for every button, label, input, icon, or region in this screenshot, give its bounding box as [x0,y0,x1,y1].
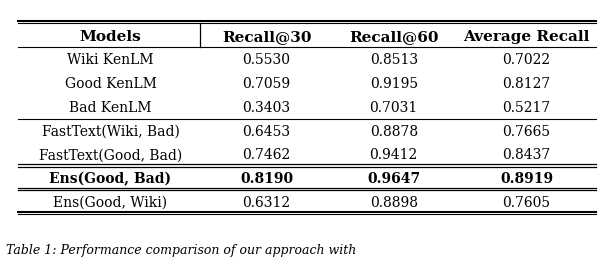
Text: 0.9195: 0.9195 [370,77,418,91]
Text: 0.8919: 0.8919 [500,172,553,186]
Text: 0.7462: 0.7462 [243,148,291,162]
Text: 0.9647: 0.9647 [367,172,420,186]
Text: 0.7605: 0.7605 [503,196,551,210]
Text: 0.7031: 0.7031 [370,101,418,115]
Text: 0.8898: 0.8898 [370,196,418,210]
Text: Ens(Good, Bad): Ens(Good, Bad) [49,172,172,186]
Text: Good KenLM: Good KenLM [64,77,157,91]
Text: 0.8513: 0.8513 [370,53,418,67]
Text: Table 1: Performance comparison of our approach with: Table 1: Performance comparison of our a… [6,244,356,257]
Text: Wiki KenLM: Wiki KenLM [67,53,154,67]
Text: 0.8878: 0.8878 [370,124,418,139]
Text: 0.7059: 0.7059 [243,77,291,91]
Text: 0.5530: 0.5530 [243,53,291,67]
Text: Recall@30: Recall@30 [222,30,311,44]
Text: 0.8437: 0.8437 [503,148,551,162]
Text: 0.8127: 0.8127 [503,77,551,91]
Text: Average Recall: Average Recall [464,30,590,44]
Text: 0.3403: 0.3403 [243,101,291,115]
Text: 0.6453: 0.6453 [243,124,291,139]
Text: 0.5217: 0.5217 [503,101,551,115]
Text: 0.7022: 0.7022 [503,53,551,67]
Text: Bad KenLM: Bad KenLM [69,101,152,115]
Text: Ens(Good, Wiki): Ens(Good, Wiki) [54,196,167,210]
Text: Models: Models [79,30,141,44]
Text: Recall@60: Recall@60 [349,30,438,44]
Text: 0.8190: 0.8190 [240,172,293,186]
Text: 0.9412: 0.9412 [370,148,418,162]
Text: FastText(Wiki, Bad): FastText(Wiki, Bad) [42,124,179,139]
Text: 0.7665: 0.7665 [503,124,551,139]
Text: FastText(Good, Bad): FastText(Good, Bad) [39,148,182,162]
Text: 0.6312: 0.6312 [243,196,291,210]
